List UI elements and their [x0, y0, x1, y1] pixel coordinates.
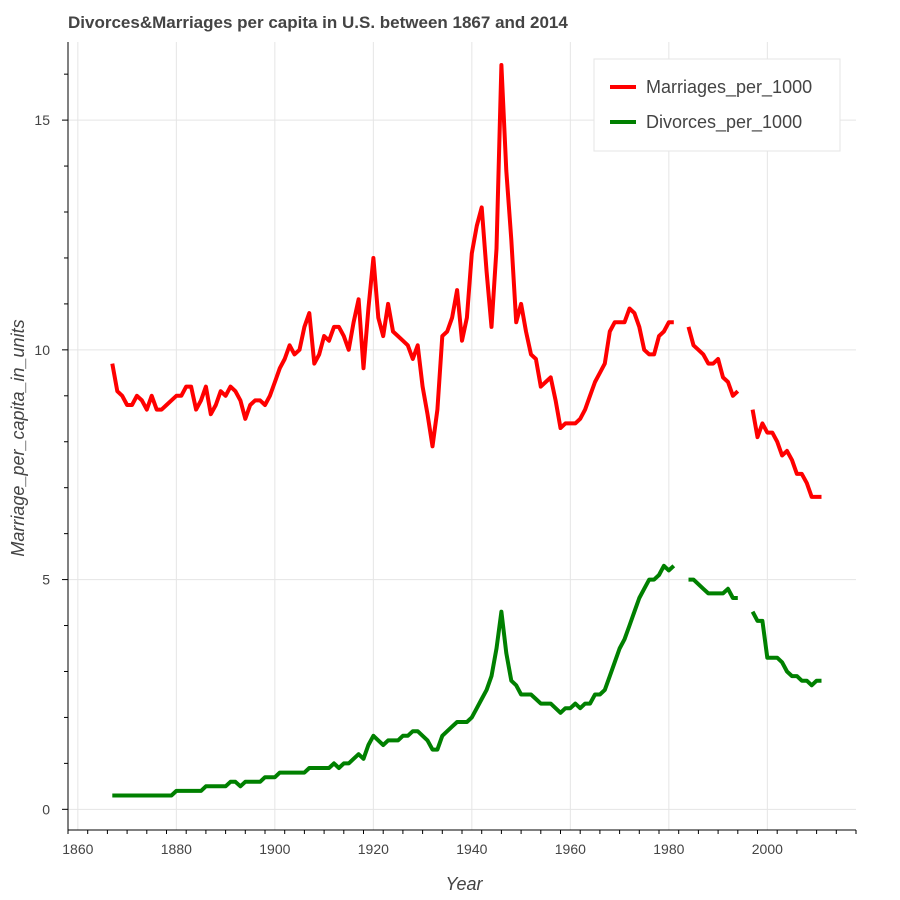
legend-box — [593, 58, 841, 152]
series-line-segment — [110, 63, 674, 449]
x-tick-label: 1880 — [161, 841, 192, 857]
y-axis-label: Marriage_per_capita_in_units — [8, 319, 28, 556]
y-tick-label: 0 — [42, 801, 50, 817]
x-tick-label: 1940 — [456, 841, 487, 857]
chart-title: Divorces&Marriages per capita in U.S. be… — [68, 13, 568, 32]
series-line-segment — [686, 326, 740, 398]
series-marriages-per-1000 — [110, 63, 822, 499]
series-line-segment — [688, 577, 738, 600]
y-tick-label: 15 — [34, 112, 50, 128]
y-tick-label: 10 — [34, 342, 50, 358]
legend-entry-label: Marriages_per_1000 — [646, 77, 812, 98]
series-line-segment — [750, 409, 822, 499]
x-tick-label: 2000 — [752, 841, 783, 857]
legend-entry-label: Divorces_per_1000 — [646, 112, 802, 133]
legend[interactable]: Marriages_per_1000 Divorces_per_1000 — [593, 58, 841, 152]
series-line-segment — [750, 610, 822, 688]
x-tick-label: 1860 — [62, 841, 93, 857]
axes: 1860 1880 1900 1920 1940 1960 1980 2000 0 5 10 15 — [34, 42, 857, 857]
series-layer — [110, 63, 822, 798]
x-tick-label: 1920 — [358, 841, 389, 857]
series-line-segment — [112, 563, 676, 798]
x-tick-label: 1980 — [653, 841, 684, 857]
series-divorces-per-1000 — [112, 563, 822, 798]
y-tick-label: 5 — [42, 572, 50, 588]
x-tick-label: 1960 — [555, 841, 586, 857]
x-axis-label: Year — [445, 874, 483, 894]
grid — [68, 42, 856, 830]
x-tick-label: 1900 — [259, 841, 290, 857]
